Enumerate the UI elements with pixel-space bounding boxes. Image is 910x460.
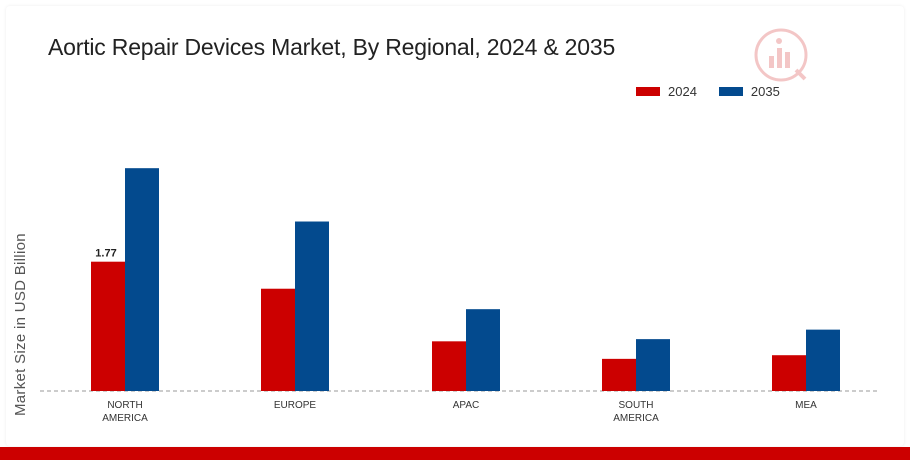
legend-label-2035: 2035: [750, 84, 780, 99]
bar-chart-plot: NORTH AMERICA EUROPE APAC SOUTH AMERICA MEA 1.7…: [40, 168, 880, 424]
legend-label-2024: 2024: [668, 84, 697, 99]
data-label: 1.77: [95, 248, 116, 260]
legend-item-2035: 2035: [718, 84, 780, 99]
legend-swatch-2035: [718, 87, 743, 96]
bar-2035-mea: [806, 329, 840, 391]
x-tick-label: APAC: [453, 400, 480, 411]
x-tick-label: MEA: [795, 400, 817, 411]
bottom-accent-bar: [0, 447, 910, 460]
bar-2024-apac: [432, 341, 466, 391]
bar-2035-north-america: [125, 168, 159, 391]
bar-2035-apac: [466, 309, 500, 391]
x-tick-label: NORTH AMERICA: [102, 400, 148, 424]
x-tick-label: SOUTH AMERICA: [613, 400, 659, 424]
legend-swatch-2024: [636, 87, 660, 96]
bar-2035-europe: [295, 221, 329, 391]
x-tick-label: EUROPE: [274, 400, 317, 411]
legend-item-2024: 2024: [636, 84, 697, 99]
market-research-logo-icon: [752, 26, 810, 84]
bar-2024-south-america: [602, 358, 636, 391]
bar-2024-europe: [261, 288, 295, 391]
bar-2035-south-america: [636, 339, 670, 391]
bar-2024-mea: [772, 355, 806, 391]
chart-legend: 2024 2035: [636, 84, 802, 99]
chart-title: Aortic Repair Devices Market, By Regiona…: [48, 34, 616, 60]
bar-2024-north-america: [91, 261, 125, 391]
